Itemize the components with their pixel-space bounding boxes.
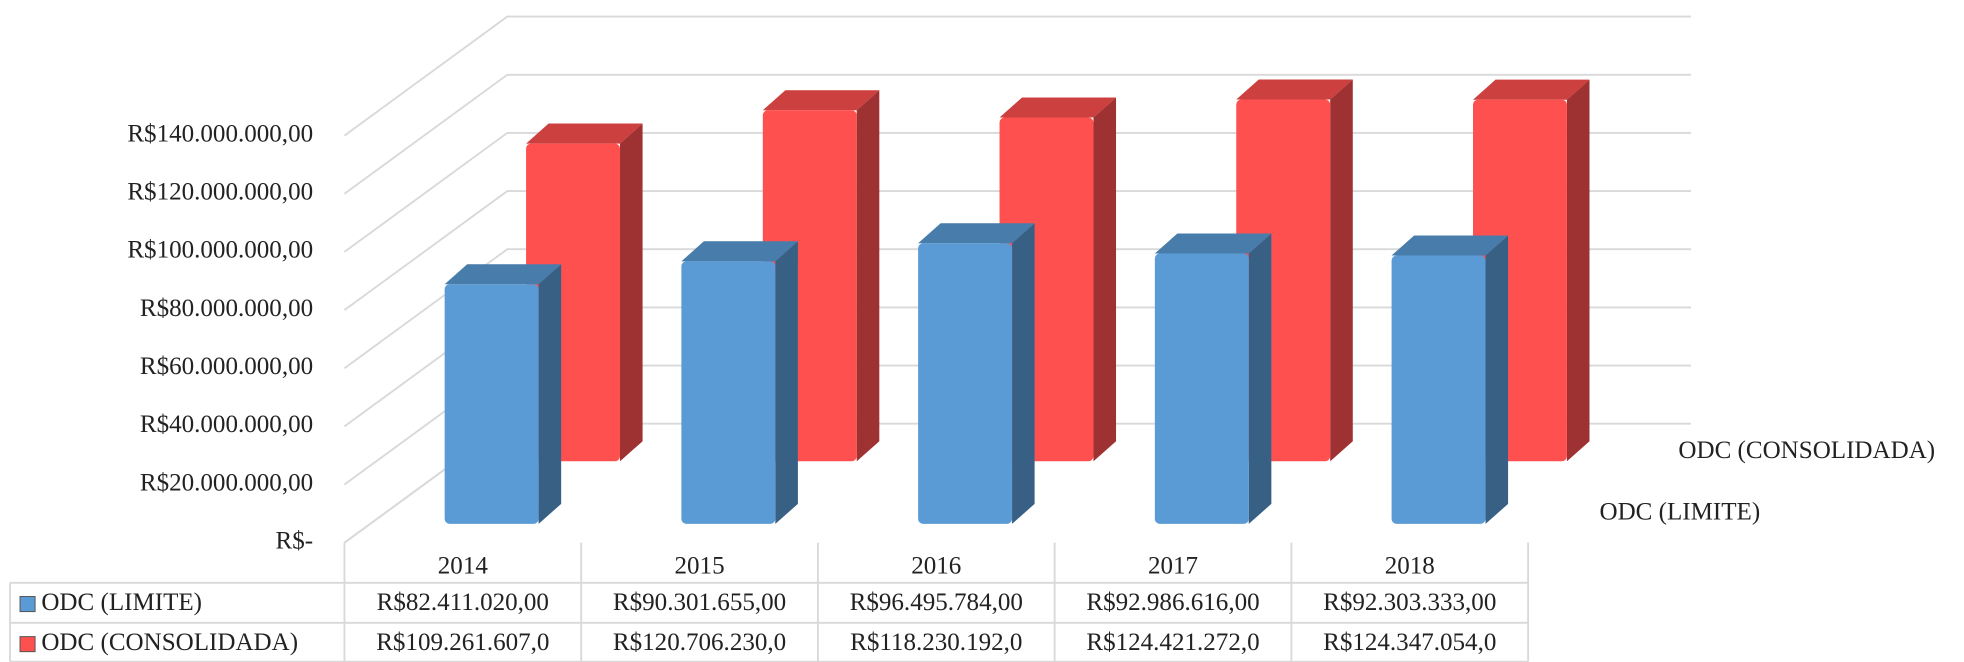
bar (1391, 255, 1486, 524)
bar-side-shade (538, 264, 562, 524)
bar-top (1473, 79, 1590, 100)
bar-top (1236, 79, 1353, 100)
bar-top-shade (762, 90, 880, 111)
bar-top-shade (681, 241, 798, 262)
y-tick-label: R$100.000.000,00 (127, 237, 313, 264)
bar-top (526, 123, 643, 144)
table-value: R$120.706.230,0 (613, 629, 786, 656)
bar (918, 243, 1013, 524)
x-tick-label: 2017 (1148, 552, 1198, 579)
bar-side (1012, 223, 1035, 524)
bar-side-shade (1330, 79, 1353, 462)
grid-line (343, 15, 1691, 137)
bar-side (538, 264, 562, 524)
table-value: R$124.421.272,0 (1086, 629, 1259, 656)
bar-top-shade (526, 123, 643, 144)
table-value: R$92.986.616,00 (1086, 589, 1259, 616)
bar-top-shade (1391, 235, 1509, 256)
bar-side (1566, 79, 1590, 462)
bar-side-shade (1485, 235, 1509, 524)
bar-top-shade (1154, 233, 1272, 254)
bar-top (444, 264, 562, 285)
bar-side (1093, 97, 1117, 462)
table-value: R$118.230.192,0 (850, 629, 1022, 656)
bar-top-shade (1236, 79, 1353, 100)
bar-top-shade (918, 223, 1035, 244)
bar-top (1154, 233, 1272, 254)
bar-side-shade (1093, 97, 1117, 462)
table-value: R$90.301.655,00 (613, 589, 786, 616)
bar (681, 261, 776, 524)
x-tick-label: 2015 (675, 552, 725, 579)
bar-side (620, 123, 643, 462)
bar-top-shade (1473, 79, 1590, 100)
bar-top-shade (999, 97, 1117, 118)
bar-side-shade (775, 241, 798, 524)
series-label: ODC (CONSOLIDADA) (1678, 437, 1935, 464)
bar-top (762, 90, 880, 111)
table-value: R$109.261.607,0 (376, 629, 549, 656)
bar-side (1248, 233, 1272, 524)
bar-side-shade (856, 90, 880, 462)
y-tick-label: R$60.000.000,00 (140, 353, 313, 380)
bar-side-shade (1248, 233, 1272, 524)
legend-key (19, 596, 36, 613)
table-value: R$92.303.333,00 (1323, 589, 1496, 616)
legend-label: ODC (CONSOLIDADA) (41, 629, 298, 656)
bar-side (1330, 79, 1353, 462)
y-tick-label: R$140.000.000,00 (127, 120, 313, 147)
table-value: R$82.411.020,00 (377, 589, 549, 616)
y-tick-label: R$80.000.000,00 (140, 295, 313, 322)
y-tick-label: R$40.000.000,00 (140, 411, 313, 438)
x-tick-label: 2016 (911, 552, 961, 579)
x-tick-label: 2014 (438, 552, 489, 579)
bar-top (681, 241, 798, 262)
bar (1154, 253, 1249, 524)
bar-side-shade (1012, 223, 1035, 524)
bar-side (1485, 235, 1509, 524)
table-value: R$96.495.784,00 (850, 589, 1023, 616)
bar-side-shade (620, 123, 643, 462)
bar-top (918, 223, 1035, 244)
bar-side-shade (1566, 79, 1590, 462)
bar-side (856, 90, 880, 462)
bar-top-shade (444, 264, 562, 285)
table-value: R$124.347.054,0 (1323, 629, 1496, 656)
y-tick-label: R$20.000.000,00 (140, 469, 313, 496)
legend-label: ODC (LIMITE) (41, 589, 202, 616)
x-tick-label: 2018 (1385, 552, 1435, 579)
bar-top (1391, 235, 1509, 256)
y-tick-label: R$- (276, 527, 314, 554)
series-label: ODC (LIMITE) (1600, 499, 1761, 526)
grid-line (343, 73, 1691, 195)
bar-top (999, 97, 1117, 118)
y-tick-label: R$120.000.000,00 (127, 179, 313, 206)
bar-side (775, 241, 798, 524)
bar (444, 284, 539, 524)
legend-key (19, 636, 36, 653)
